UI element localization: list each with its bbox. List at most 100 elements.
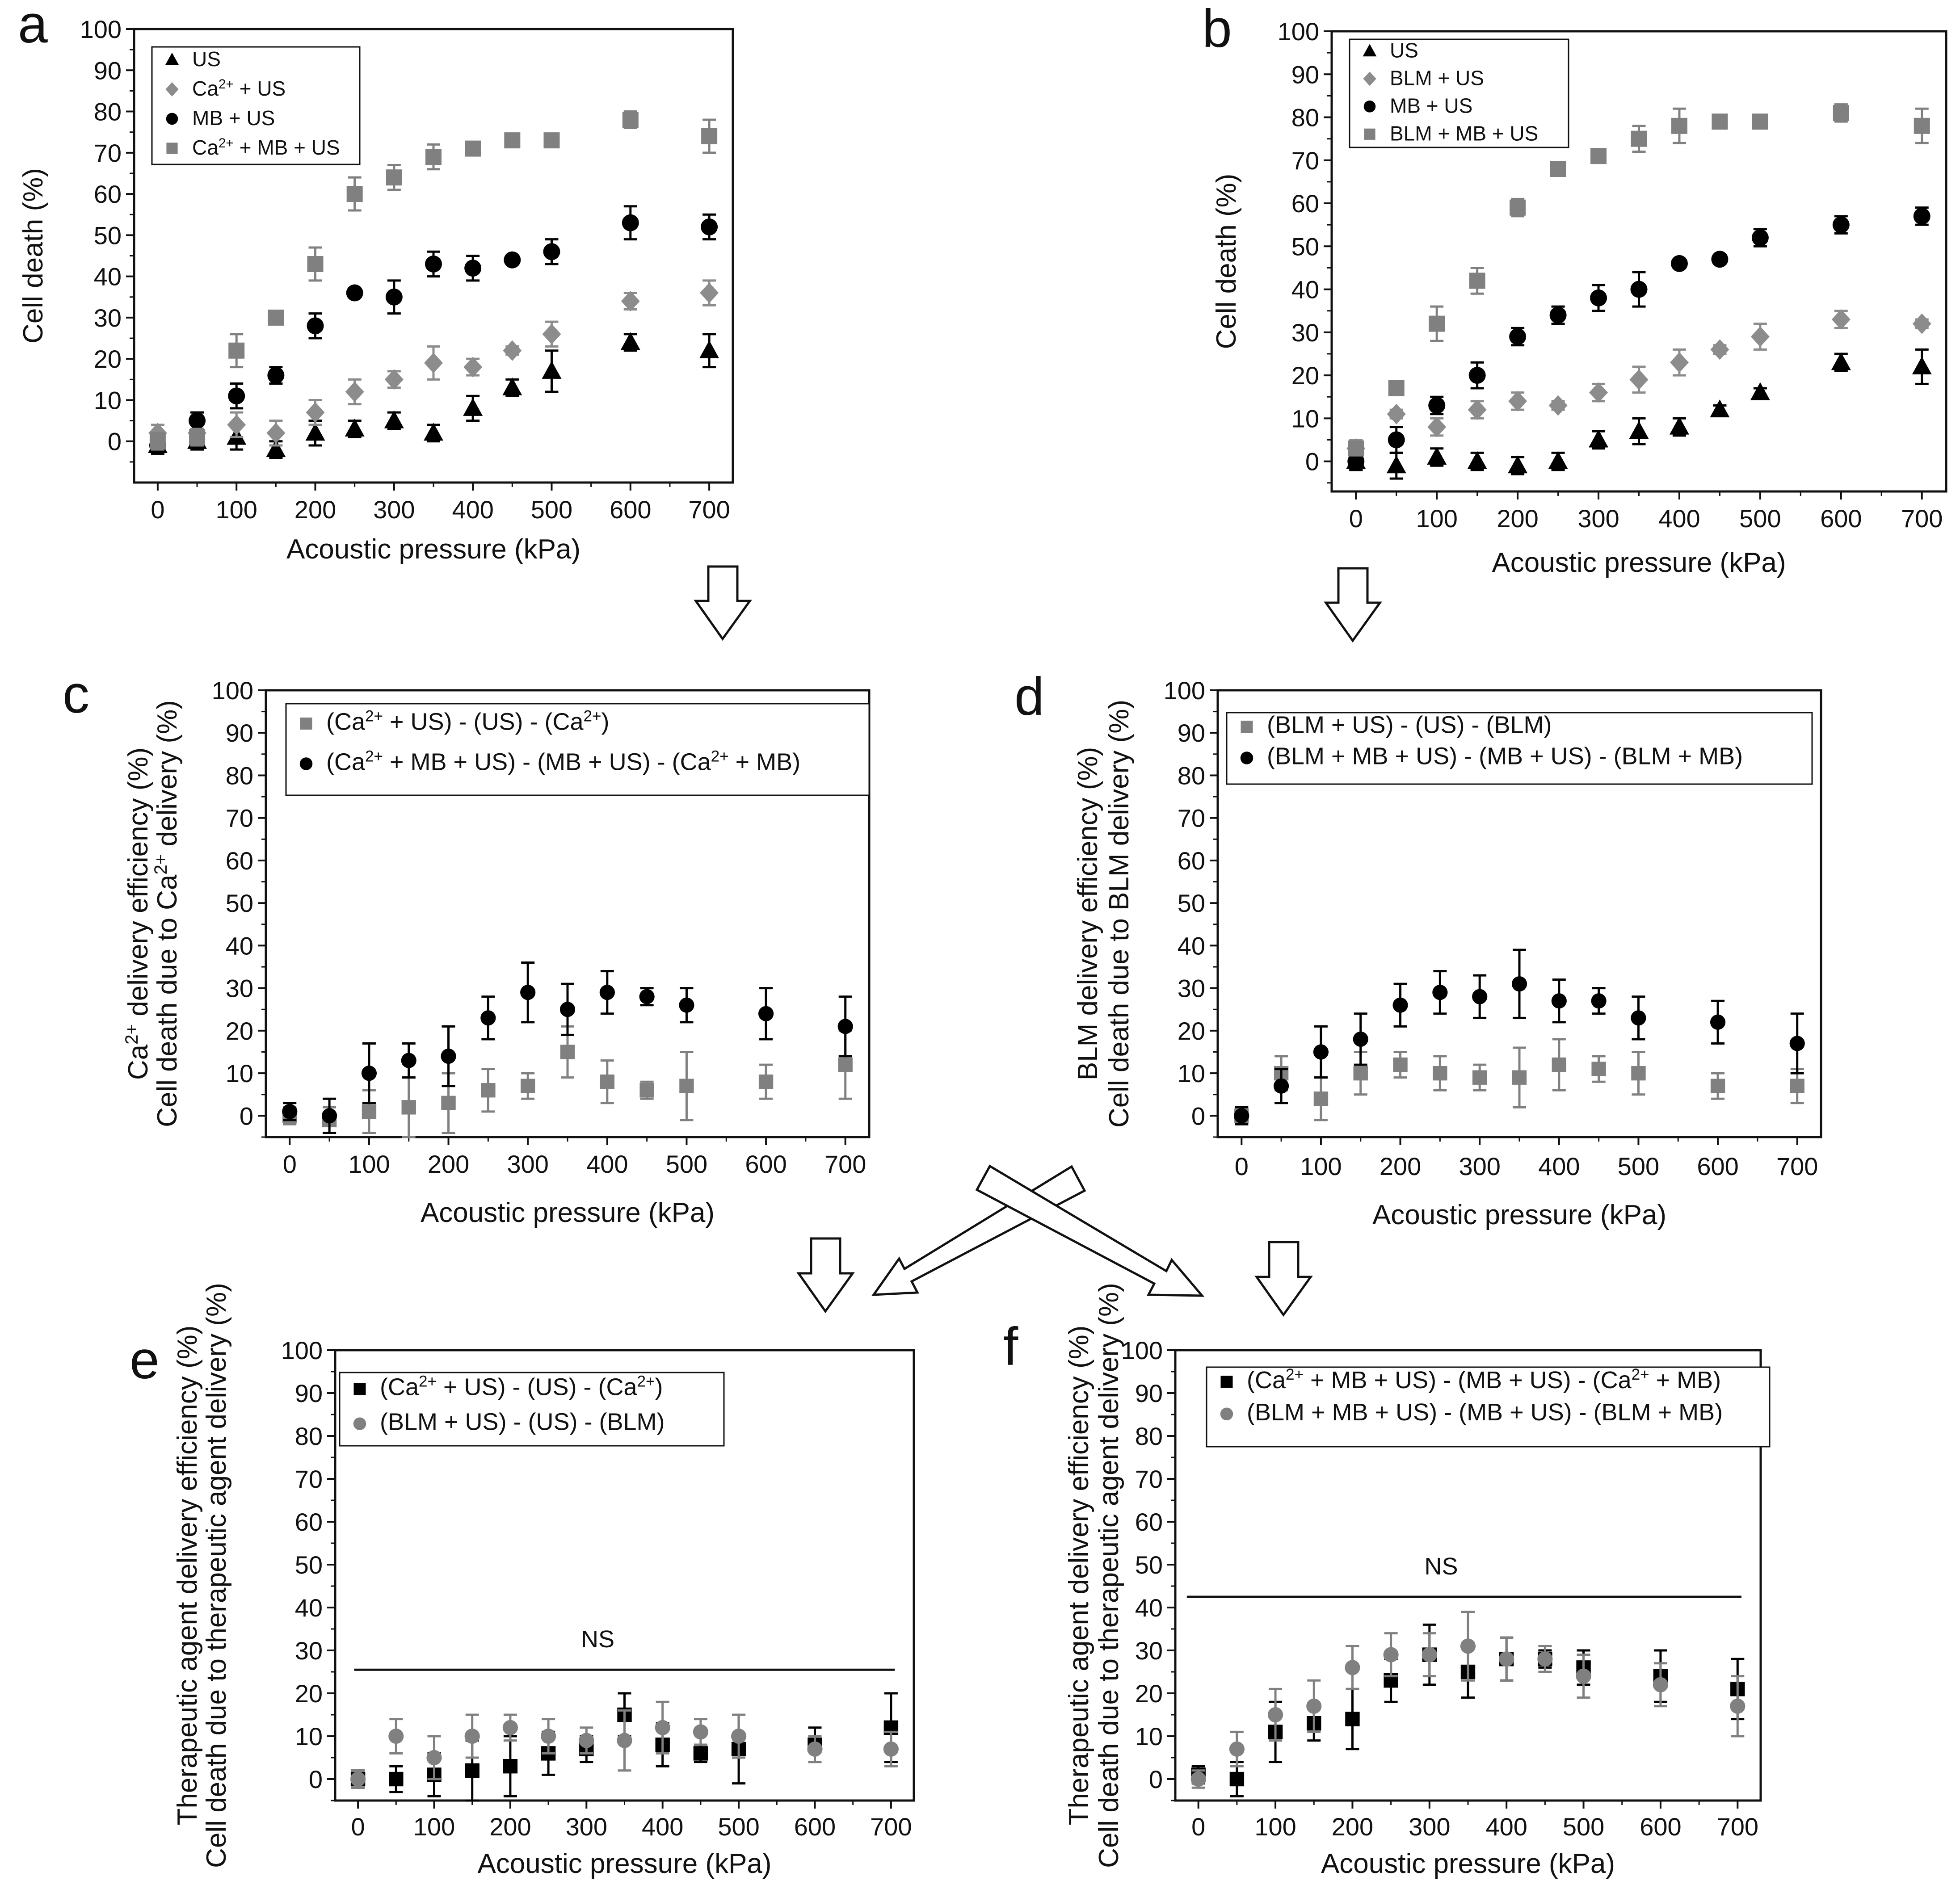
x-axis-label: Acoustic pressure (kPa) <box>1372 1200 1666 1230</box>
x-tick-label: 600 <box>1697 1152 1738 1180</box>
down-arrow-b <box>1324 567 1382 643</box>
y-tick-label: 20 <box>1135 1679 1163 1708</box>
data-point <box>1386 455 1406 474</box>
y-tick-label: 80 <box>295 1422 323 1450</box>
x-tick-label: 100 <box>1416 504 1457 533</box>
data-point <box>1509 328 1527 345</box>
data-point <box>655 1720 670 1735</box>
data-point <box>1550 161 1566 177</box>
data-point <box>1710 339 1729 360</box>
y-tick-label: 10 <box>1135 1722 1163 1750</box>
data-point <box>559 1002 576 1017</box>
data-point <box>266 439 286 458</box>
x-tick-label: 600 <box>1820 504 1862 533</box>
legend-marker <box>165 82 179 97</box>
data-point <box>386 169 402 186</box>
y-tick-label: 90 <box>295 1379 323 1407</box>
y-axis-label-line-1: Therapeutic agent delivery efficiency (%… <box>172 1326 203 1826</box>
data-point <box>1549 306 1567 324</box>
data-point <box>307 317 324 335</box>
y-tick-label: 0 <box>240 1102 253 1130</box>
y-tick-label: 90 <box>94 56 122 84</box>
data-point <box>1671 118 1687 134</box>
data-point <box>639 989 655 1004</box>
data-point <box>388 1728 404 1744</box>
data-point <box>227 414 246 435</box>
data-point <box>384 410 404 428</box>
legend-entry: US <box>192 47 221 71</box>
y-tick-label: 50 <box>1178 889 1205 917</box>
data-point <box>1472 989 1488 1004</box>
series-3 <box>149 205 718 455</box>
y-axis-label: Cell death (%) <box>18 168 49 344</box>
data-point <box>731 1728 747 1744</box>
chart-panel-e: 0 10 20 30 40 50 60 70 80 90 100 0 100 200 300 400 500 60… <box>130 1283 915 1879</box>
y-tick-label: 0 <box>1191 1102 1205 1130</box>
legend-marker <box>1220 1407 1233 1421</box>
y-tick-label: 30 <box>94 304 122 332</box>
y-tick-label: 90 <box>1178 719 1205 747</box>
y-tick-label: 20 <box>1291 361 1319 390</box>
y-tick-label: 10 <box>1291 404 1319 432</box>
legend-marker <box>166 143 178 154</box>
data-point <box>1392 997 1408 1013</box>
data-point <box>502 377 522 395</box>
y-tick-label: 30 <box>1178 974 1205 1003</box>
legend: (Ca2+ + MB + US) - (MB + US) - (Ca2+ + M… <box>1206 1365 1771 1448</box>
y-tick-label: 100 <box>80 15 122 43</box>
y-axis-label-line-1: Therapeutic agent delivery efficiency (%… <box>1064 1326 1094 1826</box>
down-arrow-c <box>796 1237 855 1314</box>
y-tick-label: 10 <box>1178 1059 1205 1087</box>
data-point <box>401 1053 416 1068</box>
data-point <box>560 1045 575 1059</box>
legend: (Ca2+ + US) - (US) - (Ca2+) (Ca2+ + MB + … <box>285 703 870 796</box>
data-point <box>1229 1771 1245 1787</box>
data-point <box>266 423 286 444</box>
x-tick-label: 600 <box>1640 1813 1681 1841</box>
legend-box <box>285 703 870 796</box>
legend: US Ca2+ + US MB + US Ca2+ + MB + US <box>151 46 361 165</box>
data-point <box>306 402 325 423</box>
data-point <box>617 1733 632 1748</box>
data-point <box>1383 1647 1399 1662</box>
legend-entry: US <box>1390 38 1418 62</box>
x-tick-label: 500 <box>531 495 572 524</box>
data-point <box>1750 326 1770 347</box>
x-tick-label: 700 <box>1776 1152 1818 1180</box>
data-point <box>362 1104 377 1119</box>
legend-entry: (Ca2+ + US) - (US) - (Ca2+) <box>380 1373 663 1401</box>
data-point <box>1468 367 1486 384</box>
data-point <box>1831 309 1851 330</box>
x-tick-label: 200 <box>489 1813 531 1841</box>
x-tick-label: 0 <box>1349 504 1363 533</box>
data-point <box>639 1083 654 1098</box>
y-tick-label: 40 <box>1135 1594 1163 1622</box>
svg-text:Cell death due to Ca2+ deliver: Cell death due to Ca2+ delivery (%) <box>151 700 183 1127</box>
chart-panel-a: 0 10 20 30 40 50 60 70 80 90 100 0 100 200 300 400 500 60… <box>18 0 734 565</box>
data-point <box>1510 199 1526 216</box>
data-point <box>622 112 639 128</box>
y-tick-label: 50 <box>226 889 253 917</box>
data-point <box>1537 1651 1553 1667</box>
data-point <box>1552 1057 1567 1072</box>
data-point <box>1789 1036 1805 1051</box>
legend-entry: MB + US <box>192 106 275 130</box>
y-tick-label: 80 <box>226 761 253 789</box>
data-point <box>1548 395 1568 416</box>
x-tick-label: 200 <box>1380 1152 1421 1180</box>
y-tick-label: 10 <box>94 386 122 414</box>
series-2 <box>350 1700 899 1789</box>
data-point <box>699 340 719 358</box>
data-point <box>502 1720 518 1735</box>
data-point <box>463 398 483 416</box>
y-tick-label: 0 <box>309 1765 323 1793</box>
data-point <box>282 1104 298 1119</box>
legend-entry: MB + US <box>1390 94 1472 117</box>
data-point <box>401 1100 416 1115</box>
y-axis-label: Cell death (%) <box>1211 174 1242 349</box>
data-point <box>1388 431 1405 449</box>
panel-label-e: e <box>130 1330 160 1390</box>
y-axis-label-line-1: Ca2+ delivery efficiency (%) <box>122 747 154 1080</box>
